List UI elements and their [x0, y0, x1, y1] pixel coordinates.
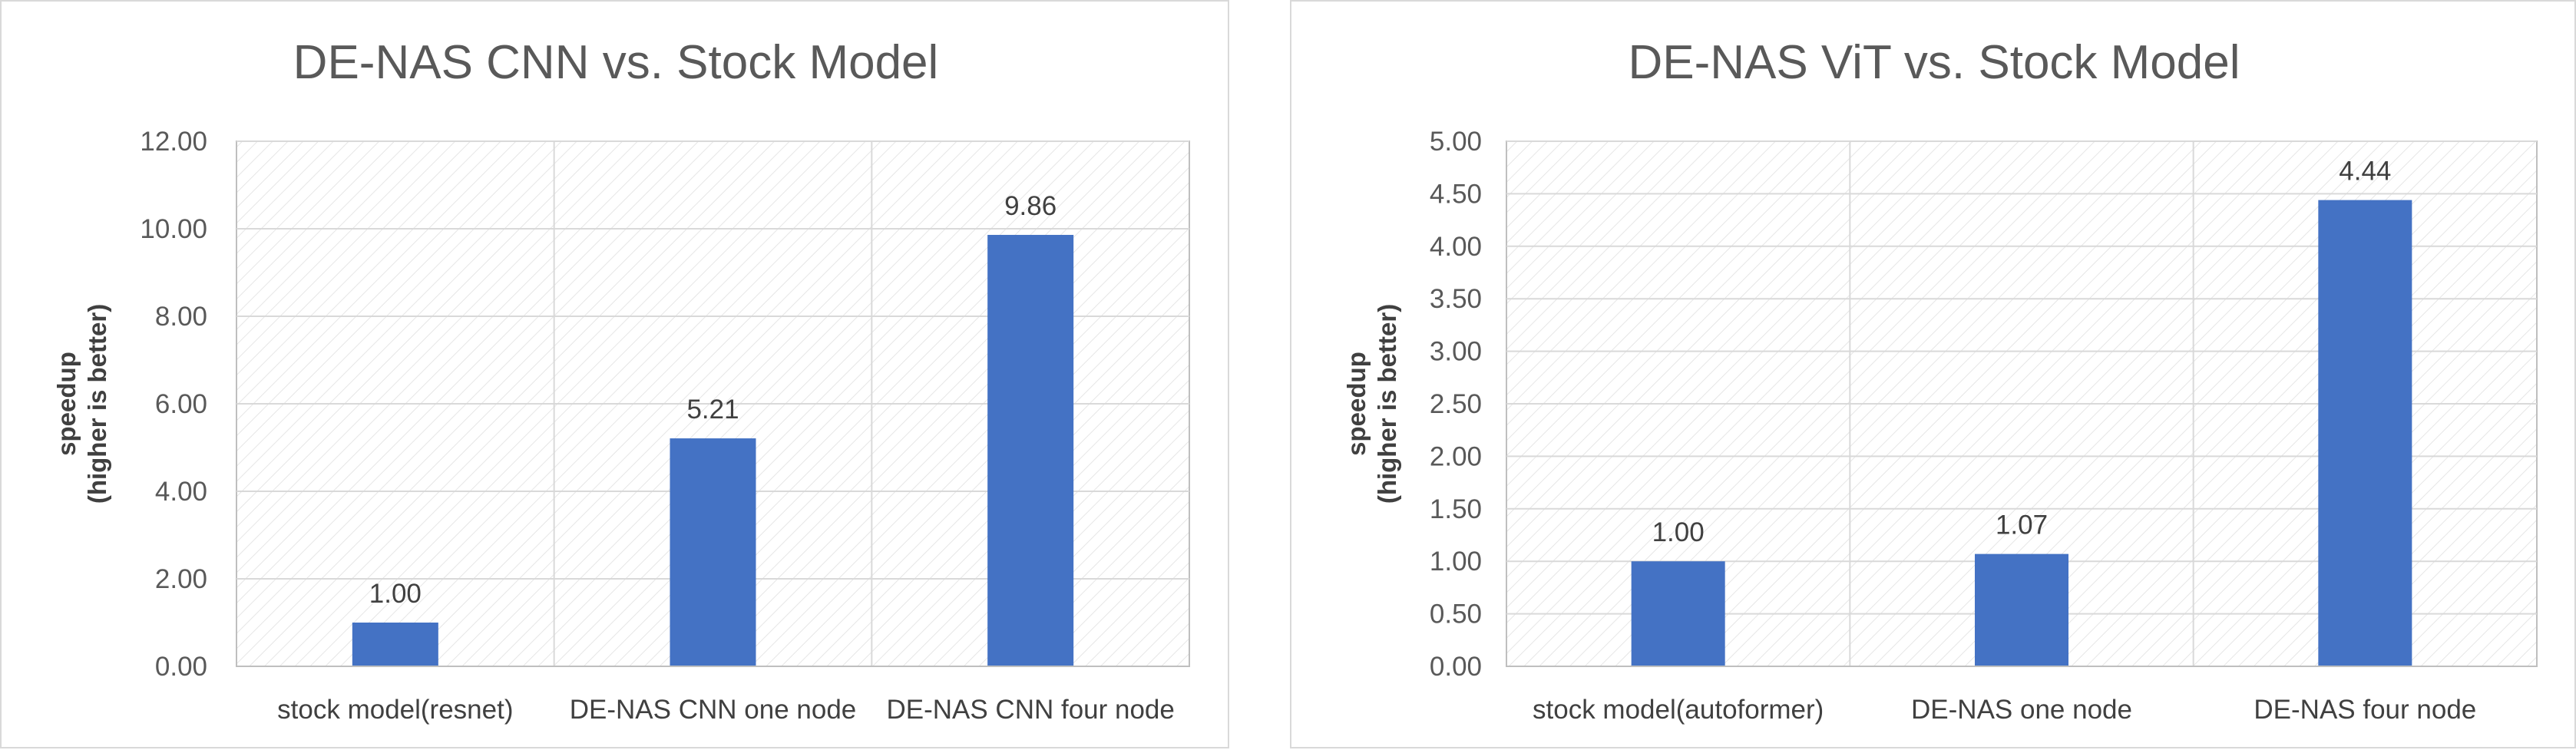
x-category-label: DE-NAS CNN four node: [886, 695, 1174, 725]
x-category-label: stock model(autoformer): [1533, 695, 1824, 725]
bar: [2318, 200, 2412, 666]
y-tick-label: 3.50: [1430, 284, 1482, 314]
y-tick-label: 1.00: [1430, 547, 1482, 577]
data-label: 1.07: [1996, 510, 2048, 540]
y-tick-label: 4.50: [1430, 179, 1482, 209]
y-tick-label: 2.50: [1430, 389, 1482, 419]
data-label: 9.86: [1004, 191, 1057, 221]
y-tick-label: 0.50: [1430, 600, 1482, 629]
y-tick-label: 3.00: [1430, 337, 1482, 367]
bar: [1631, 561, 1725, 666]
y-tick-label: 0.00: [155, 652, 207, 682]
x-category-label: DE-NAS CNN one node: [570, 695, 857, 725]
chart-svg-vit: DE-NAS ViT vs. Stock Model 0.00 0.50 1.00 1.…: [1342, 36, 2538, 725]
chart-title: DE-NAS CNN vs. Stock Model: [293, 36, 939, 89]
x-category-label: DE-NAS four node: [2254, 695, 2476, 725]
y-tick-label: 6.00: [155, 389, 207, 419]
y-tick-label: 0.00: [1430, 652, 1482, 682]
y-tick-label: 4.00: [1430, 232, 1482, 262]
chart-svg-cnn: DE-NAS CNN vs. Stock Model 0.00 2.00 4.00 6.…: [52, 36, 1190, 725]
y-axis-label: speedup(higher is better): [52, 304, 111, 504]
y-axis-label: speedup(higher is better): [1342, 304, 1401, 504]
y-axis-label-line: (higher is better): [1373, 304, 1401, 504]
y-tick-label: 4.00: [155, 477, 207, 507]
data-label: 4.44: [2339, 157, 2391, 187]
y-tick-label: 10.00: [140, 214, 207, 244]
chart-title: DE-NAS ViT vs. Stock Model: [1628, 36, 2240, 89]
y-tick-label: 2.00: [155, 564, 207, 594]
y-tick-label: 1.50: [1430, 494, 1482, 524]
x-category-label: stock model(resnet): [277, 695, 513, 725]
y-tick-label: 5.00: [1430, 127, 1482, 157]
bar: [987, 234, 1074, 667]
chart-panel-vit: DE-NAS ViT vs. Stock Model 0.00 0.50 1.00 1.…: [1290, 0, 2576, 748]
chart-panel-cnn: DE-NAS CNN vs. Stock Model 0.00 2.00 4.00 6.…: [0, 0, 1229, 748]
y-axis-label-line: speedup: [1342, 352, 1371, 456]
y-tick-label: 12.00: [140, 127, 207, 157]
bar: [670, 438, 756, 666]
x-category-label: DE-NAS one node: [1911, 695, 2132, 725]
y-axis-label-line: (higher is better): [83, 304, 111, 504]
y-axis-label-line: speedup: [52, 352, 81, 456]
data-label: 1.00: [1652, 517, 1705, 547]
data-label: 1.00: [369, 579, 422, 609]
bar: [1975, 553, 2068, 666]
bar: [352, 623, 438, 666]
y-tick-label: 2.00: [1430, 441, 1482, 471]
data-label: 5.21: [686, 395, 739, 425]
y-tick-label: 8.00: [155, 302, 207, 332]
